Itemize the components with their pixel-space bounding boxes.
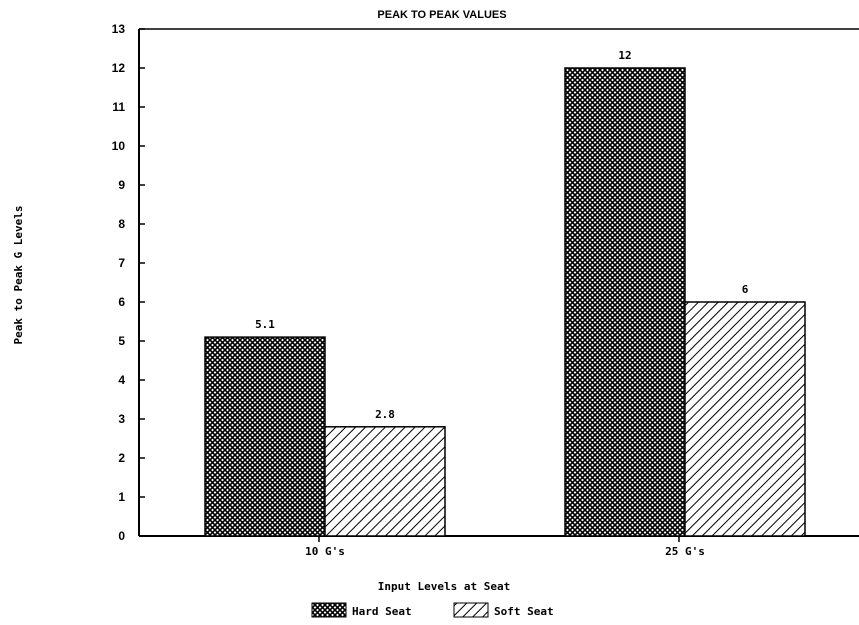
y-tick-label: 6 [118,295,125,309]
data-label: 6 [742,283,749,296]
y-tick-label: 2 [118,451,125,465]
y-tick-label: 4 [118,373,125,387]
y-tick-label: 7 [118,256,125,270]
legend-swatch-hard-seat [311,602,347,618]
y-axis-label: Peak to Peak G Levels [12,205,25,344]
y-tick-label: 11 [112,100,125,114]
x-axis-ticks: 10 G's 25 G's [305,536,705,558]
bars [204,67,806,537]
bar [324,426,446,537]
legend-label-hard-seat: Hard Seat [352,605,412,618]
legend-label-soft-seat: Soft Seat [494,605,554,618]
legend-swatch-soft-seat [453,602,489,618]
x-axis-label: Input Levels at Seat [378,580,510,593]
y-tick-label: 0 [118,529,125,543]
data-label: 2.8 [375,408,395,421]
legend: Hard Seat Soft Seat [311,602,554,618]
x-tick-label: 10 G's [305,545,345,558]
bar [564,67,686,537]
y-tick-label: 3 [118,412,125,426]
y-tick-label: 13 [112,22,126,36]
y-tick-label: 1 [118,490,125,504]
y-tick-label: 12 [112,61,126,75]
bar [684,301,806,537]
bar [204,336,326,537]
y-tick-label: 5 [118,334,125,348]
data-label: 5.1 [255,318,275,331]
x-tick-label: 25 G's [665,545,705,558]
data-label: 12 [618,49,631,62]
y-tick-label: 9 [118,178,125,192]
chart-title: PEAK TO PEAK VALUES [377,9,506,21]
y-tick-label: 8 [118,217,125,231]
y-tick-label: 10 [112,139,126,153]
data-labels: 5.1 2.8 12 6 [255,49,749,421]
